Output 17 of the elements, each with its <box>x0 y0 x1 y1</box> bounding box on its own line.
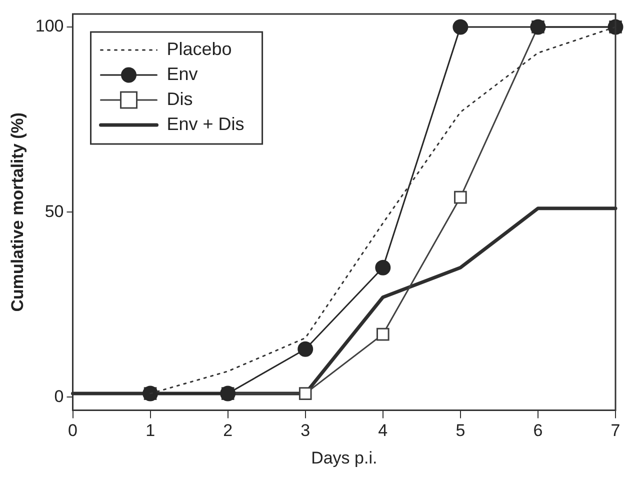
x-tick-label: 6 <box>533 421 543 440</box>
x-tick-label: 4 <box>378 421 388 440</box>
x-tick-label: 5 <box>456 421 466 440</box>
x-tick-label: 1 <box>146 421 156 440</box>
legend-label: Dis <box>166 88 193 109</box>
x-tick-label: 0 <box>68 421 78 440</box>
x-tick-label: 7 <box>610 421 620 440</box>
y-tick-label: 100 <box>35 16 64 36</box>
y-tick-label: 50 <box>44 202 64 221</box>
legend-label: Env <box>166 64 198 84</box>
x-tick-label: 2 <box>223 421 233 440</box>
x-tick-label: 3 <box>300 421 310 440</box>
y-tick-label: 0 <box>54 386 64 406</box>
y-axis-title: Cumulative mortality (%) <box>8 112 27 312</box>
legend-label: Env + Dis <box>166 114 244 134</box>
legend-label: Placebo <box>166 38 232 59</box>
x-axis-title: Days p.i. <box>311 448 378 468</box>
